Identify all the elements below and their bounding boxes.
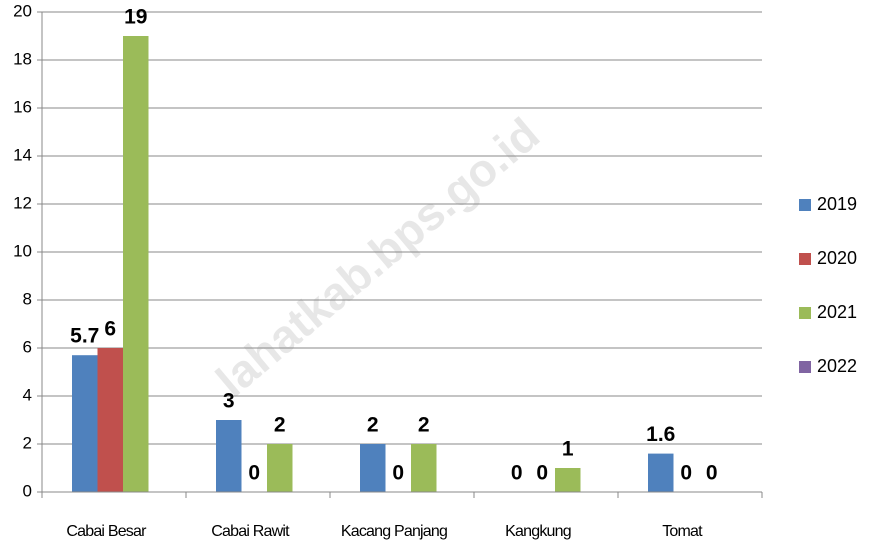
x-tick-label: Kacang Panjang bbox=[341, 523, 447, 540]
y-tick-label: 2 bbox=[23, 433, 32, 452]
data-label: 6 bbox=[104, 318, 116, 341]
bar bbox=[267, 444, 293, 492]
bar bbox=[360, 444, 386, 492]
x-tick-label: Cabai Besar bbox=[66, 523, 147, 540]
bar bbox=[72, 355, 98, 492]
data-label: 19 bbox=[124, 6, 147, 29]
legend-swatch bbox=[799, 361, 811, 373]
data-label: 0 bbox=[680, 462, 692, 485]
y-tick-label: 0 bbox=[23, 481, 32, 500]
data-label: 2 bbox=[274, 414, 286, 437]
x-tick-label: Tomat bbox=[662, 523, 703, 540]
legend-label: 2019 bbox=[817, 194, 857, 214]
y-tick-label: 14 bbox=[13, 145, 32, 164]
bar bbox=[411, 444, 437, 492]
bar bbox=[648, 453, 674, 492]
y-tick-label: 20 bbox=[13, 1, 32, 20]
data-label: 1.6 bbox=[646, 423, 675, 446]
x-tick-label: Cabai Rawit bbox=[211, 523, 290, 540]
data-label: 0 bbox=[511, 462, 523, 485]
legend-label: 2021 bbox=[817, 302, 857, 322]
bar bbox=[123, 36, 149, 492]
legend-label: 2020 bbox=[817, 248, 857, 268]
bar bbox=[555, 468, 581, 492]
x-tick-label: Kangkung bbox=[505, 523, 571, 540]
y-tick-label: 16 bbox=[13, 97, 32, 116]
data-label: 3 bbox=[223, 390, 235, 413]
data-label: 2 bbox=[367, 414, 379, 437]
legend-label: 2022 bbox=[817, 356, 857, 376]
y-tick-label: 18 bbox=[13, 49, 32, 68]
watermark: lahatkab.bps.go.id bbox=[206, 107, 549, 406]
data-label: 0 bbox=[536, 462, 548, 485]
data-label: 1 bbox=[562, 438, 574, 461]
y-tick-label: 8 bbox=[23, 289, 32, 308]
bar bbox=[216, 420, 242, 492]
data-label: 2 bbox=[418, 414, 430, 437]
data-label: 0 bbox=[248, 462, 260, 485]
legend-swatch bbox=[799, 253, 811, 265]
data-label: 0 bbox=[392, 462, 404, 485]
legend-swatch bbox=[799, 199, 811, 211]
bar bbox=[97, 348, 123, 492]
data-label: 0 bbox=[706, 462, 718, 485]
y-tick-label: 10 bbox=[13, 241, 32, 260]
legend-swatch bbox=[799, 307, 811, 319]
y-tick-label: 12 bbox=[13, 193, 32, 212]
y-tick-label: 4 bbox=[23, 385, 32, 404]
data-label: 5.7 bbox=[70, 325, 99, 348]
y-tick-label: 6 bbox=[23, 337, 32, 356]
